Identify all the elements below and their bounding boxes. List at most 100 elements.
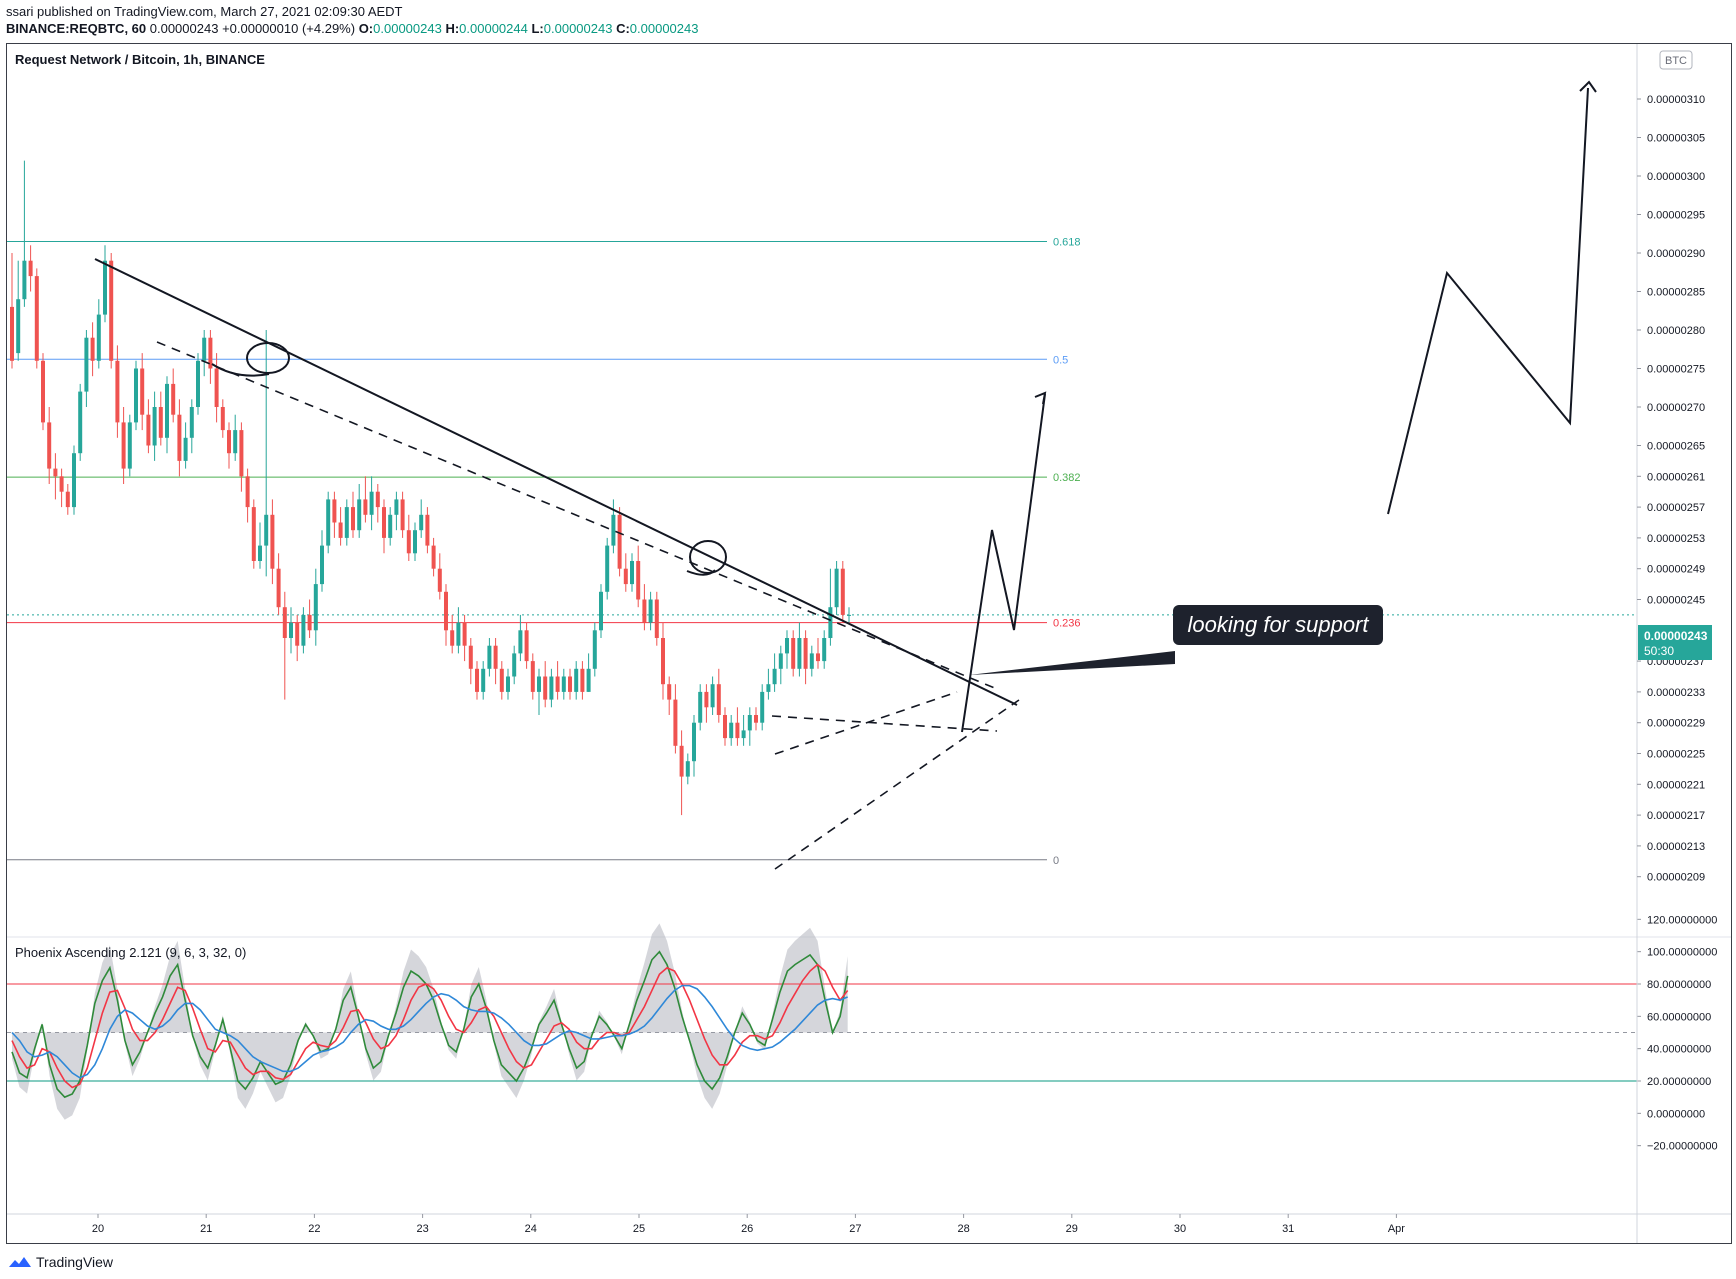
candle-body (685, 761, 690, 777)
price-tick-label: 0.00000221 (1647, 779, 1705, 791)
candle-body (462, 622, 467, 646)
high-label: H: (445, 21, 460, 36)
triangle-top[interactable] (774, 691, 958, 755)
high-value: 0.00000244 (459, 21, 528, 36)
candle-body (282, 607, 287, 638)
candle-body (481, 668, 486, 692)
trendline-dashed-mid[interactable] (771, 715, 998, 732)
indicator-tick-label: 60.00000000 (1647, 1011, 1711, 1023)
low-label: L: (531, 21, 544, 36)
candle-body (661, 638, 665, 685)
fib-label: 0 (1053, 855, 1059, 867)
candle-body (760, 691, 765, 723)
publish-text: ssari published on TradingView.com, Marc… (6, 4, 403, 19)
candle-body (778, 653, 783, 669)
candle-body (524, 630, 529, 662)
candle-body (251, 507, 256, 561)
candle-body (258, 545, 262, 561)
candle-body (599, 591, 603, 631)
time-tick-label: 23 (416, 1223, 428, 1235)
time-tick-label: 20 (92, 1223, 104, 1235)
indicator-pane: 120.00000000 100.00000000 80.00000000 60.00… (7, 914, 1718, 1153)
candle-body (233, 430, 238, 454)
circle-marker-tail (686, 569, 716, 576)
candle-body (264, 514, 269, 546)
candle-body (41, 360, 45, 423)
tradingview-footer[interactable]: TradingView (8, 1254, 113, 1270)
trendline-dashed-upper[interactable] (156, 341, 998, 690)
candle-body (171, 383, 176, 415)
candle-body (127, 422, 132, 469)
callout-box[interactable] (1173, 605, 1383, 645)
drawings[interactable]: looking for support (94, 80, 1597, 870)
candle-body (146, 414, 151, 446)
price-tick-label: 0.00000245 (1647, 595, 1705, 607)
candle-body (766, 684, 771, 692)
candle-body (512, 653, 517, 677)
candle-body (630, 561, 634, 585)
candle-body (344, 507, 349, 538)
ohlc-line: BINANCE:REQBTC, 60 0.00000243 +0.0000001… (6, 21, 698, 36)
indicator-series-line (11, 984, 848, 1079)
indicator-tick-label: 20.00000000 (1647, 1076, 1711, 1088)
projection-path-long[interactable] (1387, 87, 1589, 515)
fib-label: 0.5 (1053, 354, 1068, 366)
triangle-bottom[interactable] (774, 699, 1020, 870)
candle-body (623, 568, 628, 585)
indicator-envelope (12, 923, 848, 1120)
candle-body (543, 676, 548, 700)
candle-body (220, 407, 225, 431)
trendline-main[interactable] (94, 258, 1018, 706)
candle-body (289, 622, 293, 638)
candle-body (735, 722, 740, 739)
price-axis[interactable]: 0.00000310 0.00000305 0.00000300 0.00000295… (1636, 44, 1705, 1243)
countdown: 50:30 (1644, 644, 1674, 658)
candle-body (493, 645, 498, 669)
candle-body (406, 530, 411, 554)
candle-body (611, 514, 616, 546)
last-price-tag-value: 0.00000243 (1644, 629, 1708, 643)
candle-body (487, 645, 492, 669)
currency-badge-label: BTC (1665, 55, 1687, 67)
candle-body (518, 630, 523, 654)
callout-pointer (969, 651, 1175, 675)
chart-frame[interactable]: 0.618 0.5 0.382 0.236 0 looking for support … (6, 43, 1732, 1244)
candle-body (580, 668, 585, 692)
callout-text: looking for support (1188, 612, 1370, 637)
close-value: 0.00000243 (629, 21, 699, 36)
open-label: O: (358, 21, 374, 36)
projection-path-short[interactable] (961, 393, 1046, 733)
candle-body (239, 430, 244, 477)
candle-body (34, 276, 39, 361)
price-tick-label: 0.00000265 (1647, 441, 1705, 453)
candle-body (834, 568, 839, 608)
candle-body (636, 561, 641, 600)
candle-body (90, 337, 95, 361)
indicator-tick-label: 40.00000000 (1647, 1044, 1711, 1056)
open-value: 0.00000243 (373, 21, 442, 36)
circle-marker[interactable] (689, 540, 727, 574)
circle-marker[interactable] (246, 342, 290, 374)
fib-label: 0.382 (1053, 472, 1081, 484)
price-tick-label: 0.00000290 (1647, 248, 1705, 260)
candle-body (716, 684, 721, 715)
time-tick-label: 28 (957, 1223, 969, 1235)
candle-body (506, 676, 510, 692)
candle-body (847, 614, 851, 616)
price-tick-label: 0.00000249 (1647, 564, 1705, 576)
candle-body (679, 745, 684, 777)
candle-body (158, 407, 163, 438)
candle-body (96, 314, 101, 361)
candle-body (530, 661, 535, 692)
candle-body (561, 676, 566, 692)
price-tick-label: 0.00000209 (1647, 872, 1705, 884)
indicator-series-line (11, 963, 849, 1089)
indicator-tick-label: −20.00000000 (1647, 1141, 1718, 1153)
time-axis[interactable]: 20 21 22 23 24 25 26 27 28 29 30 31 Apr (7, 1213, 1731, 1235)
candle-body (326, 499, 331, 546)
candle-body (103, 260, 107, 315)
currency-badge[interactable] (1659, 50, 1693, 70)
candle-body (437, 568, 442, 592)
publish-info: ssari published on TradingView.com, Marc… (6, 4, 403, 19)
